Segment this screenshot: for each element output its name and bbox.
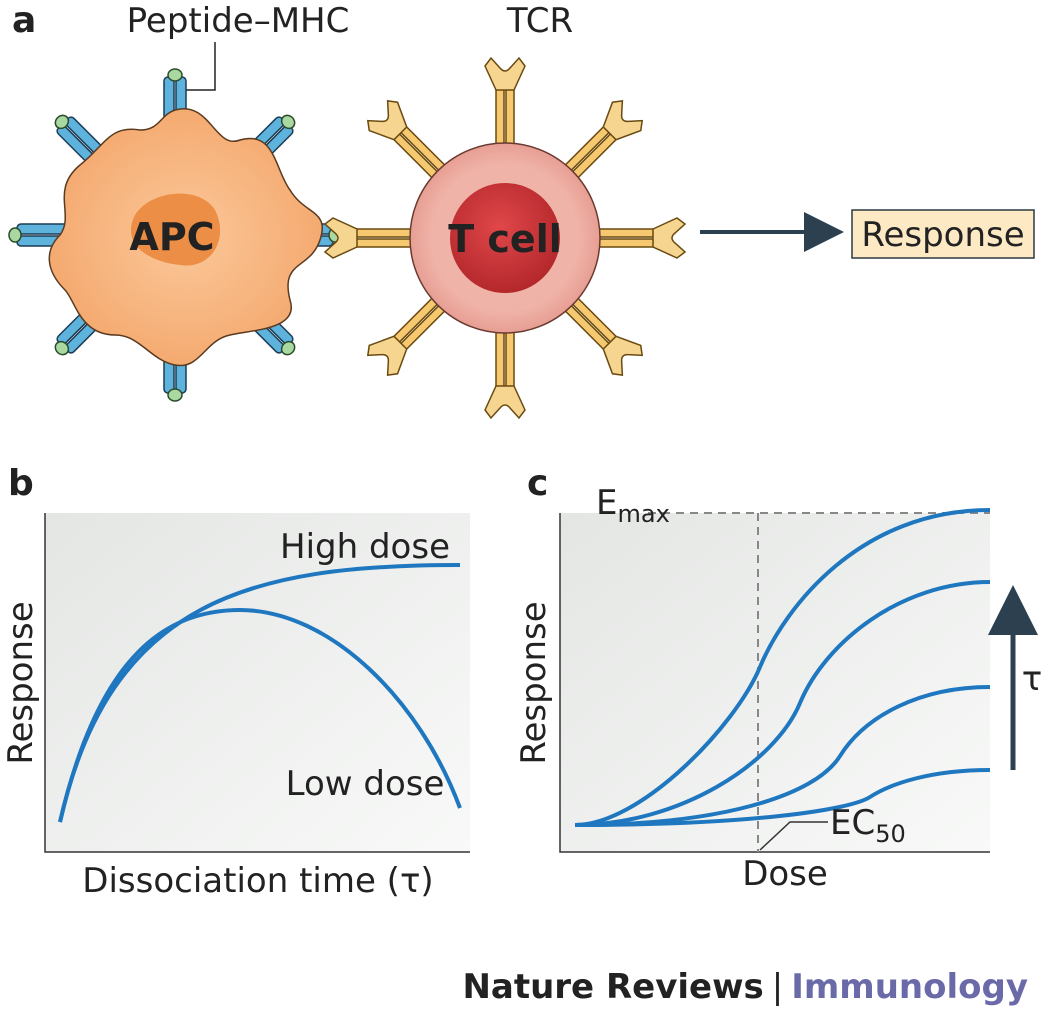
response-box [851,209,1035,259]
response-label: Response [861,215,1024,255]
tcr-label: TCR [506,1,573,41]
high-dose-label: High dose [280,527,450,567]
emax-sub: max [617,500,669,528]
apc-label: APC [129,215,214,259]
low-dose-curve [58,607,462,823]
panel-label: a [12,0,36,41]
emax-base: E [596,483,617,523]
journal: Nature Reviews [462,967,763,1007]
ec50-label: EC50 [830,803,906,848]
panel-label: c [527,463,548,504]
low-dose-label: Low dose [286,764,445,804]
plot-area [560,513,990,852]
axes [559,513,990,853]
dose-curve [574,685,991,827]
subject: Immunology [791,967,1028,1007]
ec50-base: EC [830,803,875,843]
t-cell [324,57,686,419]
tau-label: τ [1022,659,1042,699]
ec50-sub: 50 [875,820,906,848]
y-axis-label: Response [1,601,41,764]
leader-line [759,821,828,851]
footer: Nature Reviews | Immunology [462,967,1028,1007]
emax-label: Emax [596,483,670,528]
dose-curve [574,768,991,827]
separator: | [772,967,783,1007]
peptide-mhc-label: Peptide–MHC [127,1,350,41]
dose-curve [574,580,991,827]
t-cell-label: T cell [448,217,562,261]
apc-cell [8,68,342,402]
dose-curve [574,508,991,827]
leader-line [186,42,216,91]
y-axis-label: Response [514,601,554,764]
x-axis-label: Dose [742,854,828,894]
axes [44,513,470,853]
panel-label: b [8,463,34,504]
x-axis-label: Dissociation time (τ) [82,861,433,901]
